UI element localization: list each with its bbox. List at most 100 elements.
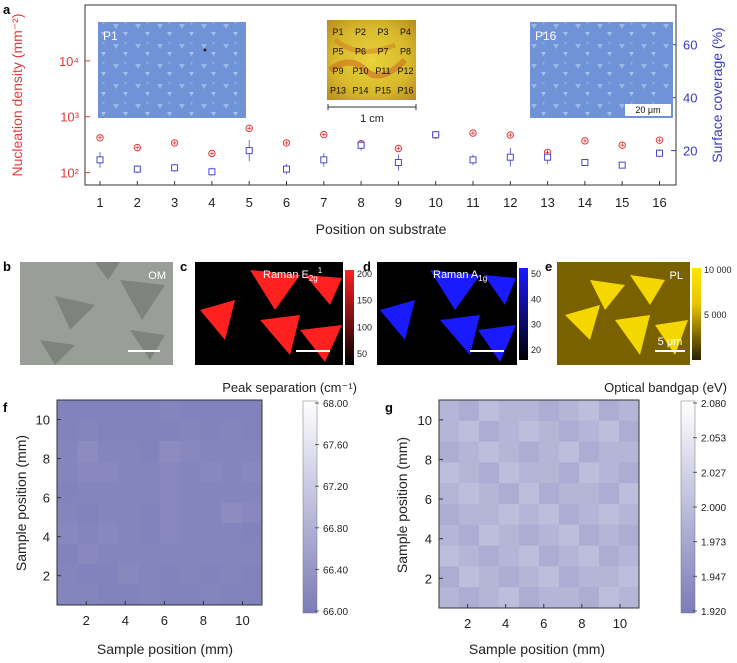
x-axis-label: Sample position (mm) — [469, 641, 605, 657]
x-tick-label: 8 — [200, 613, 207, 628]
heatmap-cell — [221, 482, 242, 503]
coverage-point — [133, 165, 141, 173]
x-tick-label: 4 — [502, 616, 509, 631]
plot-frame — [438, 399, 640, 609]
y-tick-label: 10 — [36, 413, 50, 428]
heatmap-cell — [499, 524, 520, 547]
heatmap-cell — [57, 523, 78, 544]
flake-triangles — [380, 270, 516, 362]
colorbar-ticks: 200 150 100 50 — [357, 269, 372, 359]
inset-p1-image: P1 — [98, 22, 246, 118]
heatmap-cell — [241, 482, 263, 503]
heatmap-cell — [180, 543, 201, 565]
panel-b: b OM — [3, 259, 173, 365]
coverage-point — [394, 159, 402, 166]
heatmap-cell — [57, 564, 78, 585]
colorbar-ticks: 10 000 5 000 — [704, 265, 732, 320]
chip-grid-labels: P1 P2 P3 P4 P5 P6 P7 P8 P9 P10 P11 P12 P13 P14 P15 P16 — [330, 27, 414, 96]
heatmap-cell — [519, 524, 540, 547]
axis-ticks: 2 4 6 8 10 2 4 6 8 10 — [36, 413, 250, 628]
heatmap-cell — [159, 502, 181, 524]
heatmap-cell — [118, 420, 140, 442]
heatmap-cell — [459, 420, 480, 443]
heatmap-cell — [200, 523, 222, 544]
heatmap-cell — [241, 461, 263, 483]
nucleation-point — [506, 131, 514, 139]
heatmap-cell — [57, 420, 78, 442]
heatmap-cell — [559, 420, 580, 443]
heatmap-cell — [139, 543, 160, 565]
nucleation-point — [655, 136, 664, 144]
heatmap-cell — [159, 482, 181, 503]
chip-grid-label: P14 — [352, 86, 368, 96]
heatmap-cell — [77, 400, 99, 421]
heatmap-cell — [579, 483, 600, 505]
colorbar — [692, 268, 701, 360]
heatmap-cell — [439, 400, 460, 422]
nucleation-point — [208, 149, 216, 158]
heatmap-cell — [77, 420, 99, 442]
heatmap-cell — [559, 566, 580, 588]
heatmap-cells — [57, 400, 263, 606]
heatmap-cell — [221, 441, 242, 462]
heatmap-cell — [180, 523, 201, 544]
colorbar-ticks: 68.00 67.60 67.20 66.80 66.40 66.00 — [315, 399, 348, 618]
heatmap-cell — [139, 441, 160, 462]
heatmap-cell — [159, 584, 181, 606]
heatmap-cell — [221, 420, 242, 442]
y-left-ticks: 10² 10³ 10⁴ — [59, 54, 90, 181]
panel-c: c Raman E2g1 200 150 100 50 — [180, 259, 372, 365]
colorbar-tick-label: 2.080 — [701, 399, 726, 410]
heatmap-cell — [221, 564, 242, 585]
colorbar-tick-label: 150 — [357, 296, 372, 306]
y-left-tick-label: 10⁴ — [59, 54, 79, 69]
heatmap-cell — [98, 482, 119, 503]
heatmap-cell — [499, 420, 520, 443]
heatmap-cell — [499, 483, 520, 505]
panel-letter: b — [3, 259, 11, 274]
heatmap-cell — [619, 400, 640, 422]
panel-f: f Peak separation (cm⁻¹) 2 4 6 8 10 2 4 6 8 10 Sa… — [3, 380, 357, 657]
heatmap-cell — [539, 566, 560, 588]
heatmap-cell — [118, 461, 140, 483]
heatmap-cell — [459, 483, 480, 505]
colorbar-tick-label: 66.40 — [323, 565, 348, 576]
colorbar-tick-label: 1.947 — [701, 572, 726, 583]
colorbar-tick-label: 100 — [357, 322, 372, 332]
colorbar-tick-label: 2.000 — [701, 503, 726, 514]
heatmap-cell — [139, 420, 160, 442]
heatmap-cell — [77, 543, 99, 565]
heatmap-cell — [499, 504, 520, 526]
heatmap-cell — [459, 587, 480, 609]
heatmap-cell — [159, 441, 181, 462]
heatmap-cell — [619, 545, 640, 567]
heatmap-cell — [599, 441, 620, 463]
heatmap-cell — [459, 566, 480, 588]
heatmap-cell — [479, 587, 500, 609]
heatmap-cell — [599, 420, 620, 443]
heatmap-cell — [200, 502, 222, 524]
coverage-point — [432, 131, 440, 139]
x-axis-label: Sample position (mm) — [97, 641, 233, 657]
heatmap-cell — [118, 564, 140, 585]
panel-letter: d — [363, 259, 371, 274]
panel-letter: c — [180, 259, 187, 274]
chip-grid-label: P10 — [352, 66, 368, 76]
heatmap-cell — [579, 545, 600, 567]
heatmap-cell — [159, 523, 181, 544]
heatmap-cell — [619, 587, 640, 609]
heatmap-cell — [159, 420, 181, 442]
heatmap-cell — [118, 523, 140, 544]
x-tick-label: 6 — [540, 616, 547, 631]
heatmap-title: Peak separation (cm⁻¹) — [222, 380, 357, 395]
x-tick-label: 4 — [122, 613, 129, 628]
chip-grid-label: P8 — [400, 47, 411, 57]
chip-grid-label: P6 — [355, 47, 366, 57]
nucleation-point — [581, 137, 589, 145]
heatmap-cell — [439, 566, 460, 588]
heatmap-cell — [499, 545, 520, 567]
heatmap-cell — [559, 400, 580, 422]
heatmap-cell — [241, 441, 263, 462]
chip-grid-label: P1 — [332, 27, 343, 37]
